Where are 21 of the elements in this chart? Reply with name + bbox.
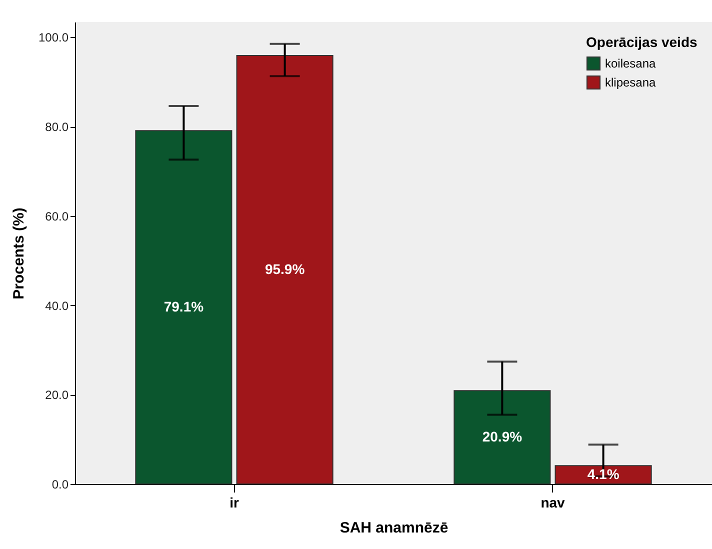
bar bbox=[554, 465, 652, 484]
y-axis-title: Procents (%) bbox=[10, 208, 28, 300]
bar bbox=[454, 390, 551, 484]
data-label: 95.9% bbox=[264, 260, 306, 277]
y-tick-label: 100.0 bbox=[38, 30, 69, 45]
legend-label: klipesana bbox=[605, 76, 656, 90]
y-tick-label: 60.0 bbox=[45, 209, 69, 224]
legend-label: koilesana bbox=[605, 56, 656, 70]
bar bbox=[135, 130, 232, 484]
y-tick-label: 80.0 bbox=[45, 120, 69, 134]
y-tick-label: 20.0 bbox=[45, 388, 69, 402]
x-axis-title: SAH anamnēzē bbox=[340, 520, 448, 536]
legend-title: Operācijas veids bbox=[586, 34, 698, 50]
y-tick-label: 40.0 bbox=[45, 298, 69, 313]
x-tick-label: ir bbox=[230, 494, 240, 510]
data-label: 4.1% bbox=[587, 466, 620, 482]
x-tick-label: nav bbox=[540, 494, 566, 510]
bar bbox=[236, 55, 334, 484]
data-label: 20.9% bbox=[482, 428, 523, 444]
y-tick-label: 0.0 bbox=[52, 478, 69, 492]
data-label: 79.1% bbox=[164, 298, 204, 314]
